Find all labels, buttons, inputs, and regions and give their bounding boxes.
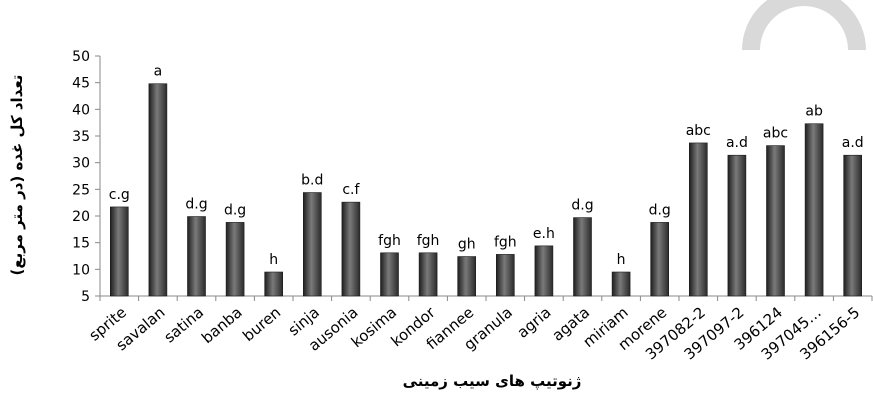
bar-ausonia [341,201,361,297]
x-axis-label: ژنوتیپ های سیب زمینی [403,372,582,390]
bar-miriam [611,271,631,297]
bar-agata [573,217,592,297]
data-label: d.g [649,202,671,218]
data-label: a.d [726,135,748,151]
bar-sinja [302,192,322,297]
y-axis-label: تعداد کل غده (در متر مربع) [8,75,26,276]
data-label: e.h [533,226,555,242]
data-label: h [617,252,626,268]
y-tick-label: 45 [72,76,90,92]
bar-banba [225,222,245,297]
y-tick-label: 5 [81,289,90,305]
data-label: h [269,252,278,268]
y-tick-label: 35 [72,129,90,145]
bar-397082-2 [688,142,708,297]
data-label: c.f [342,182,360,198]
y-tick-label: 15 [72,236,90,252]
x-tick-label: buren [239,303,284,345]
data-label: ab [805,104,823,120]
data-label: fgh [378,233,401,249]
bar-kondor [418,252,438,297]
data-label: d.g [224,202,246,218]
bar-sprite [110,206,129,297]
x-tick-label: satina [160,303,207,346]
y-tick-label: 30 [72,156,90,172]
bar-morene [650,222,670,297]
bar-satina [187,216,206,297]
bar-agria [534,245,554,297]
x-tick-label: banba [198,303,246,347]
bar-buren [264,271,284,297]
bar-397045… [804,123,824,297]
y-tick-label: 50 [72,49,90,65]
data-label: abc [686,123,711,139]
data-label: d.g [185,197,207,213]
y-tick-label: 10 [72,262,90,278]
x-tick-label: agria [514,303,555,341]
y-tick-label: 25 [72,182,90,198]
bar-kosima [380,252,399,297]
bar-396156-5 [843,154,863,297]
data-label: gh [458,237,476,253]
bar-396124 [766,145,785,297]
bar-fiannee [457,256,477,297]
y-tick-label: 40 [72,102,90,118]
bar-savalan [148,83,168,297]
bar-granula [495,254,515,297]
data-label: abc [763,126,788,142]
data-label: a [154,64,163,80]
y-tick-label: 20 [72,209,90,225]
decorative-arc [742,0,866,50]
data-label: fgh [417,233,440,249]
data-label: d.g [571,198,593,214]
data-label: b.d [301,173,323,189]
data-label: a.d [842,135,864,151]
data-label: fgh [494,234,517,250]
data-label: c.g [109,187,130,203]
bar-397097-2 [727,154,747,297]
